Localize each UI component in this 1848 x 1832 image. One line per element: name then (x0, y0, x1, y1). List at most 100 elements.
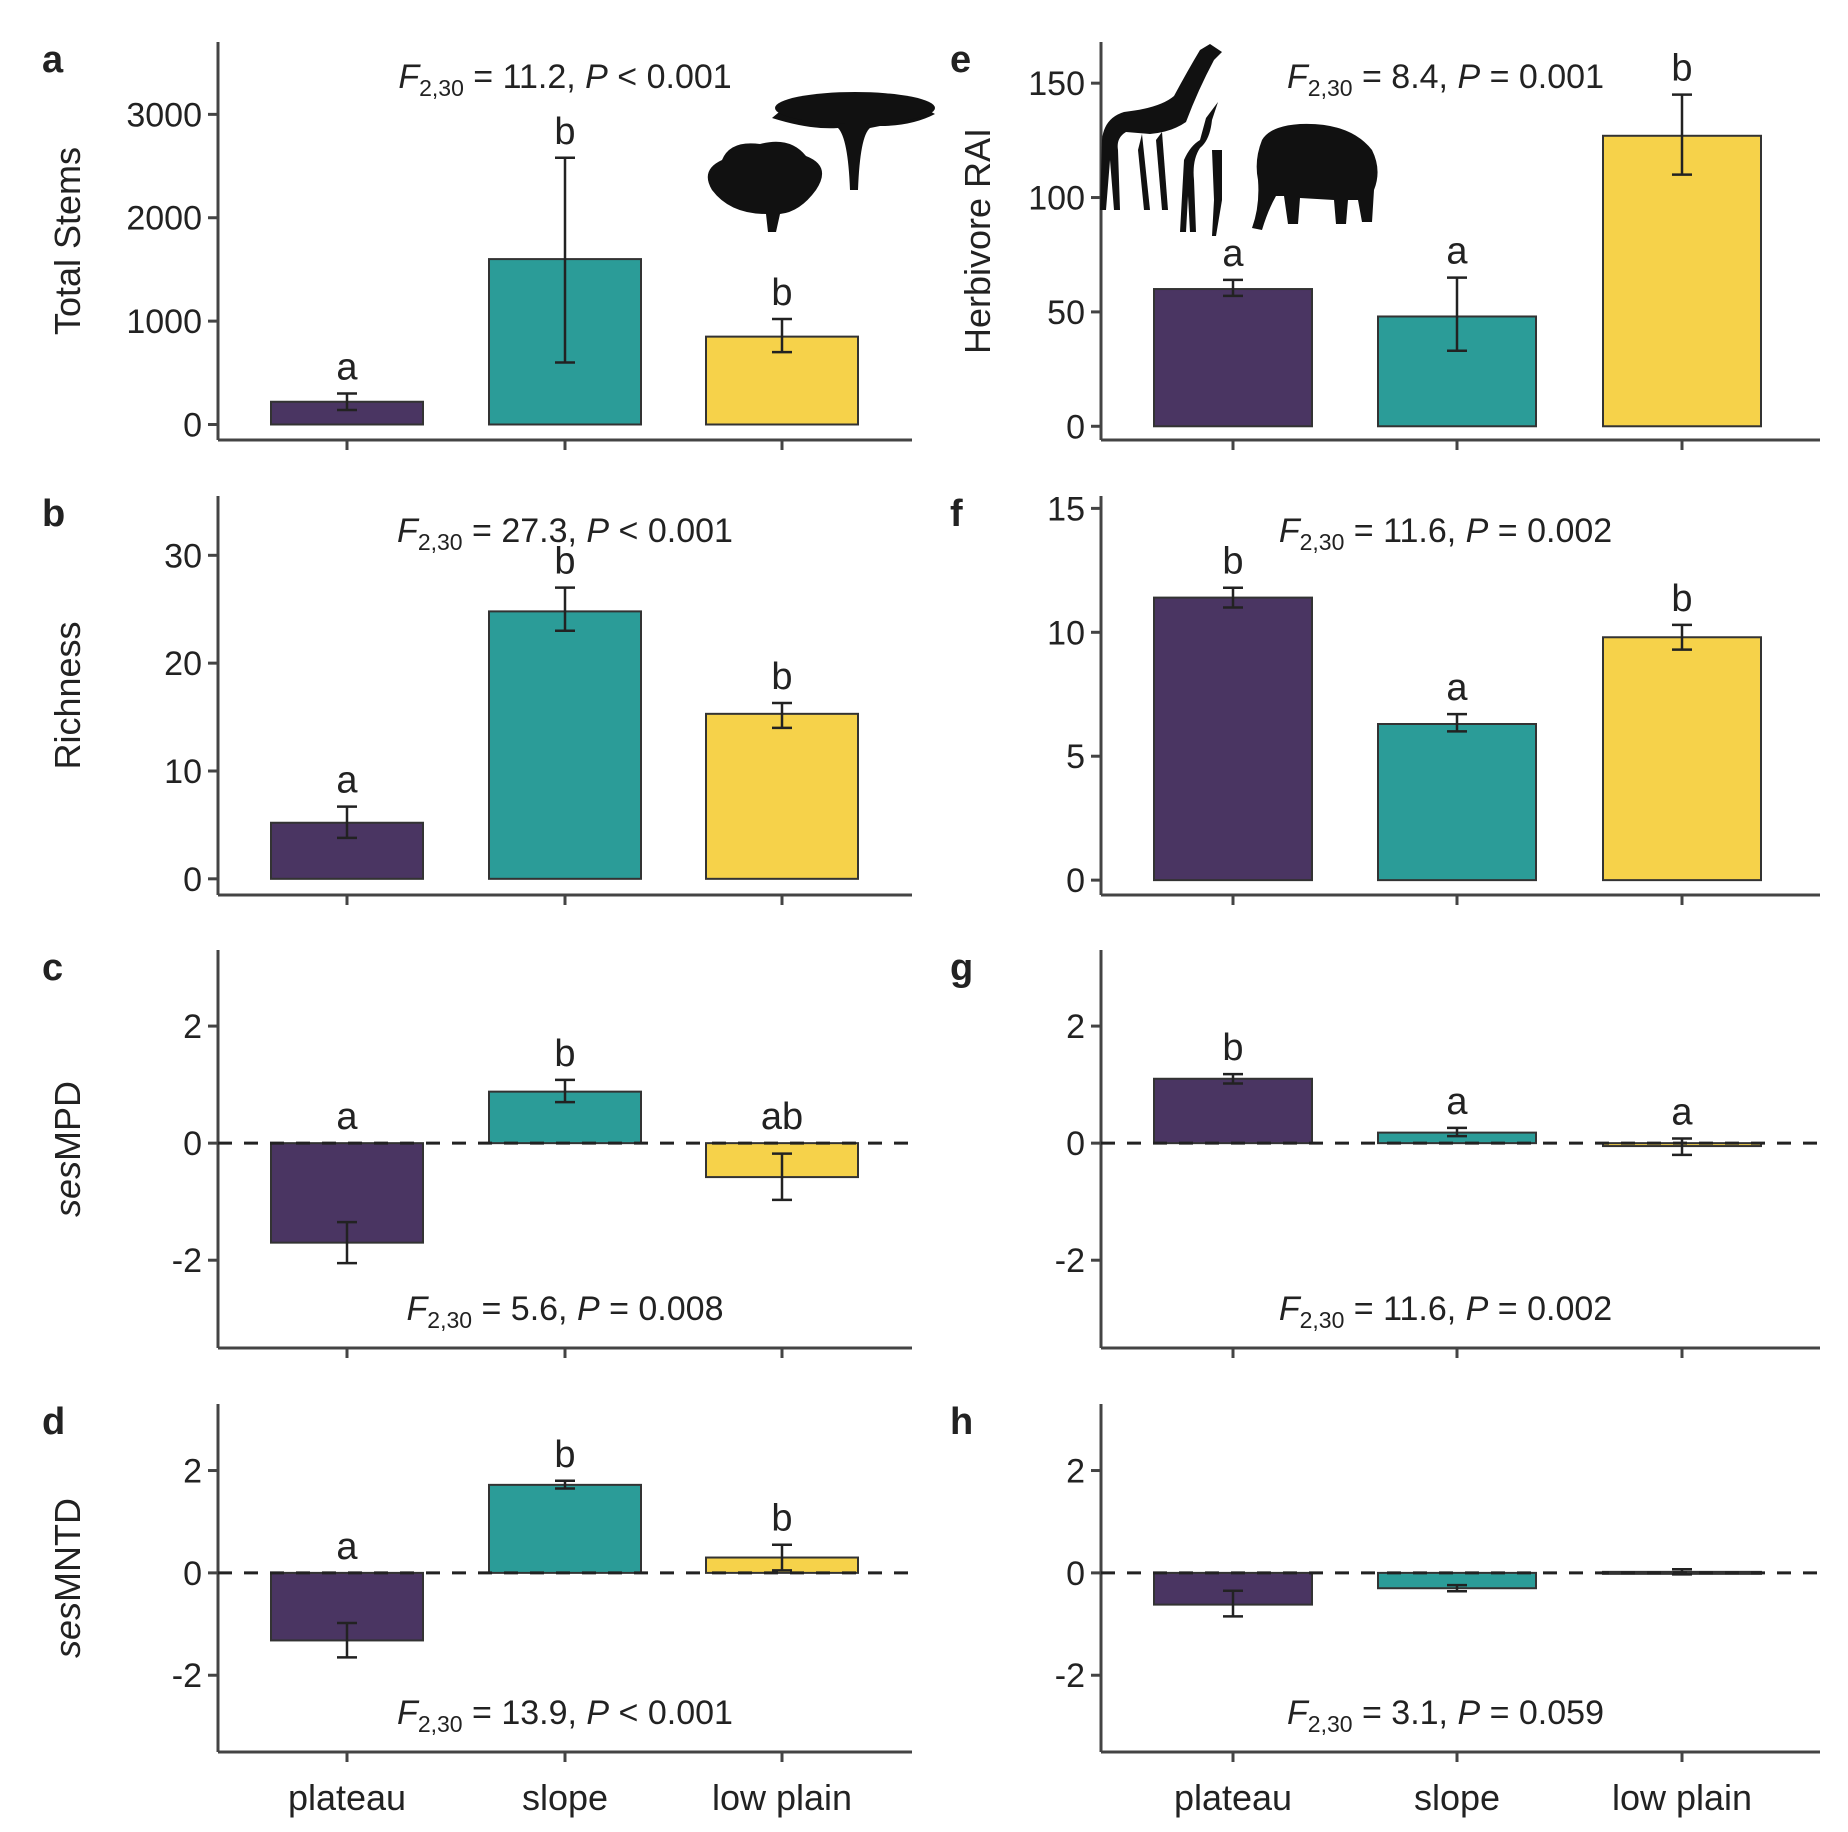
significance-letter: b (771, 1498, 792, 1540)
error-bar (555, 1078, 575, 1104)
y-axis-title: Richness (47, 621, 88, 769)
error-bar (772, 1152, 792, 1202)
y-tick-label: 1000 (126, 303, 202, 341)
error-bar (1447, 1583, 1467, 1593)
y-tick-label: 0 (183, 861, 202, 899)
y-tick-label: 0 (183, 1555, 202, 1593)
anova-statistic: F2,30 = 11.2, P < 0.001 (398, 58, 731, 101)
x-tick-label: low plain (712, 1777, 852, 1818)
error-bar (337, 1621, 357, 1659)
anova-statistic: F2,30 = 8.4, P = 0.001 (1287, 58, 1604, 101)
error-bar (1223, 1072, 1243, 1085)
y-tick-label: -2 (1055, 1657, 1085, 1695)
significance-letter: b (771, 656, 792, 698)
significance-letter: a (336, 346, 358, 388)
panel-letter: g (950, 947, 973, 989)
anova-statistic: F2,30 = 11.6, P = 0.002 (1279, 512, 1612, 555)
significance-letter: b (554, 1434, 575, 1476)
error-bar (337, 392, 357, 412)
tree-silhouette-icon (707, 92, 935, 232)
significance-letter: a (336, 760, 358, 802)
y-tick-label: 150 (1028, 65, 1085, 103)
error-bar (1223, 1589, 1243, 1618)
bar-slope (488, 1483, 642, 1574)
significance-letter: a (336, 1526, 358, 1568)
bar-low-plain (1602, 636, 1762, 882)
y-tick-label: 10 (1047, 614, 1085, 652)
error-bar (1447, 276, 1467, 353)
error-bar (1672, 1568, 1692, 1576)
bar-plateau (1153, 288, 1313, 428)
anova-statistic: F2,30 = 13.9, P < 0.001 (397, 1694, 733, 1737)
anova-statistic: F2,30 = 3.1, P = 0.059 (1287, 1694, 1604, 1737)
bar-low-plain (705, 712, 859, 880)
y-tick-label: -2 (172, 1242, 202, 1280)
panel-f: f 0 5 10 15 b a b F2,30 = 11.6, P = 0.002 (950, 490, 1820, 905)
panel-a: a Total Stems 0 1000 2000 3000 a b b F2,30 = 11.2… (42, 39, 935, 450)
significance-letter: ab (761, 1096, 803, 1138)
error-bar (555, 586, 575, 633)
y-tick-label: 5 (1066, 738, 1085, 776)
significance-letter: a (1446, 667, 1468, 709)
y-tick-label: 10 (164, 753, 202, 791)
bar-low-plain (1602, 134, 1762, 428)
error-bar (772, 701, 792, 730)
significance-letter: b (1671, 578, 1692, 620)
significance-letter: b (1222, 541, 1243, 583)
panel-letter: e (950, 39, 971, 81)
y-tick-label: 20 (164, 645, 202, 683)
bar-plateau (1153, 1077, 1313, 1145)
x-tick-label: plateau (288, 1777, 406, 1818)
significance-letter: b (771, 272, 792, 314)
error-bar (1447, 1126, 1467, 1138)
x-tick-label: plateau (1174, 1777, 1292, 1818)
error-bar (772, 1543, 792, 1572)
y-axis-title: sesMPD (47, 1081, 88, 1217)
y-tick-label: 2 (183, 1008, 202, 1046)
x-tick-label: slope (1414, 1777, 1500, 1818)
panel-e: e Herbivore RAI 0 50 100 150 a a b F2,30 = 8.4, P… (950, 39, 1820, 450)
error-bar (337, 805, 357, 840)
bar-plateau (1153, 596, 1313, 882)
y-tick-label: 2 (1066, 1453, 1085, 1491)
significance-letter: b (554, 1033, 575, 1075)
error-bar (1223, 278, 1243, 298)
y-tick-label: 2 (183, 1453, 202, 1491)
panel-letter: d (42, 1401, 65, 1443)
significance-letter: a (1222, 233, 1244, 275)
panel-letter: c (42, 947, 63, 989)
y-tick-label: 3000 (126, 96, 202, 134)
error-bar (772, 317, 792, 354)
significance-letter: b (1671, 48, 1692, 90)
y-axis-title: sesMNTD (47, 1498, 88, 1658)
y-tick-label: 0 (1066, 1555, 1085, 1593)
y-axis-title: Total Stems (47, 147, 88, 335)
bar-slope (488, 610, 642, 880)
anova-statistic: F2,30 = 11.6, P = 0.002 (1279, 1290, 1612, 1333)
error-bar (1672, 623, 1692, 651)
panel-letter: f (950, 493, 963, 535)
significance-letter: b (1222, 1027, 1243, 1069)
herbivore-silhouette-icon (1100, 44, 1378, 236)
significance-letter: a (1671, 1091, 1693, 1133)
error-bar (555, 156, 575, 364)
error-bar (1672, 93, 1692, 176)
y-tick-label: 0 (183, 406, 202, 444)
x-tick-label: slope (522, 1777, 608, 1818)
anova-statistic: F2,30 = 5.6, P = 0.008 (407, 1290, 724, 1333)
y-tick-label: 2 (1066, 1008, 1085, 1046)
y-tick-label: -2 (172, 1657, 202, 1695)
y-tick-label: 30 (164, 537, 202, 575)
y-tick-label: 15 (1047, 490, 1085, 528)
y-tick-label: 50 (1047, 294, 1085, 332)
bar-slope (1377, 723, 1537, 882)
error-bar (1223, 586, 1243, 609)
y-tick-label: 100 (1028, 180, 1085, 218)
significance-letter: a (1446, 1081, 1468, 1123)
y-tick-label: 2000 (126, 200, 202, 238)
y-tick-label: 0 (183, 1125, 202, 1163)
significance-letter: b (554, 111, 575, 153)
